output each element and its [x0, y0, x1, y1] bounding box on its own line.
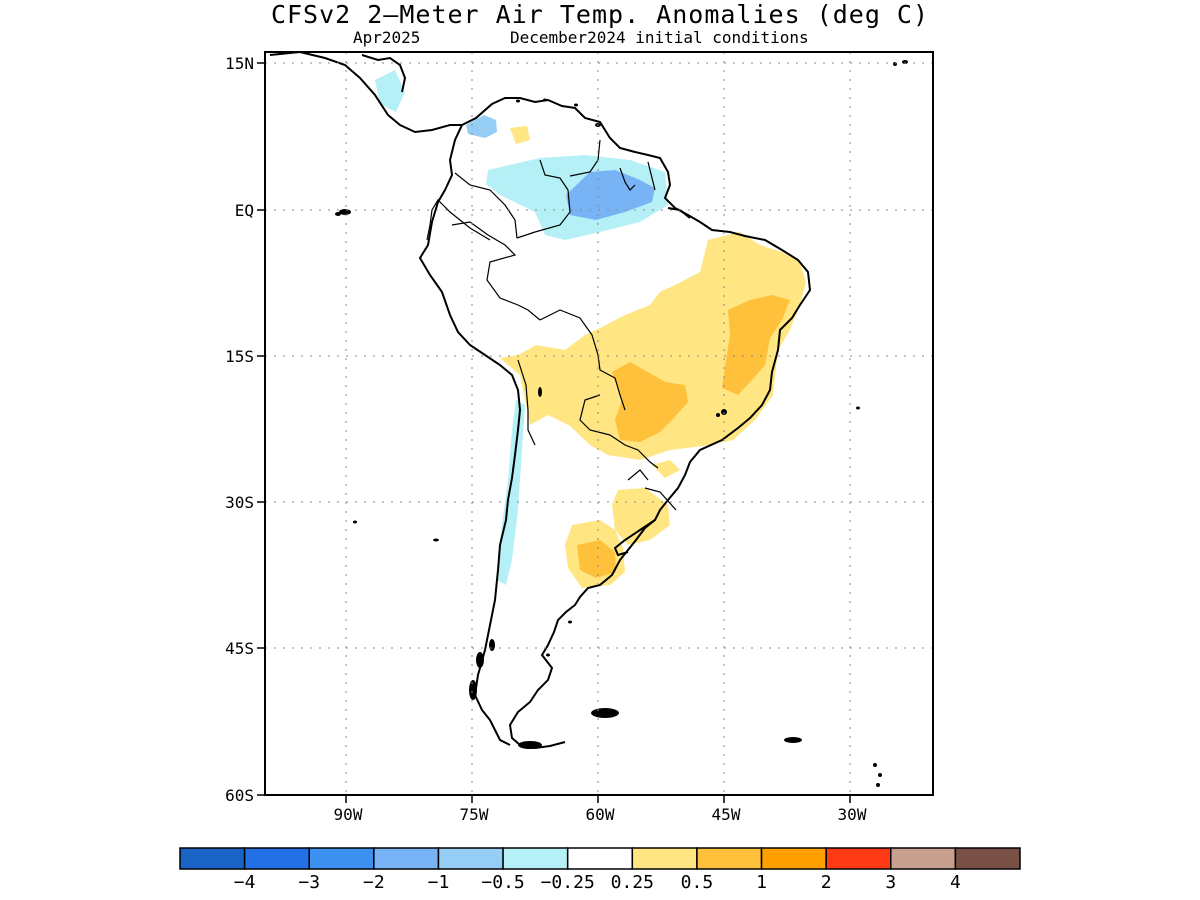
legend-colorbar [179, 847, 1021, 870]
axis-ticks [257, 62, 851, 803]
lat-label-45s: 45S [225, 639, 254, 658]
legend-swatch [179, 847, 246, 870]
legend-label: 2 [821, 872, 832, 893]
legend-labels: −4 −3 −2 −1 −0.5 −0.25 0.25 0.5 1 2 3 4 [234, 872, 961, 893]
legend-label: −3 [298, 872, 320, 893]
legend-swatch [696, 847, 763, 870]
lon-label-60w: 60W [586, 805, 615, 824]
lon-label-45w: 45W [712, 805, 741, 824]
legend-swatch [954, 847, 1021, 870]
map-title: CFSv2 2–Meter Air Temp. Anomalies (deg C… [270, 0, 930, 29]
legend-label: −0.5 [481, 872, 524, 893]
legend-swatch [437, 847, 504, 870]
legend-swatch [890, 847, 957, 870]
forecast-month: Apr2025 [353, 28, 421, 47]
legend-label: 1 [756, 872, 767, 893]
legend-label: −2 [363, 872, 385, 893]
legend-swatch [502, 847, 569, 870]
legend-label: 0.5 [681, 872, 714, 893]
legend-swatch [243, 847, 310, 870]
legend-swatch [373, 847, 440, 870]
legend-label: −1 [428, 872, 450, 893]
lon-label-30w: 30W [838, 805, 867, 824]
legend-swatch [760, 847, 827, 870]
country-borders [426, 139, 677, 511]
legend-label: −0.25 [541, 872, 595, 893]
lon-label-75w: 75W [460, 805, 489, 824]
map-frame [264, 51, 934, 796]
lat-label-eq: EQ [235, 201, 254, 220]
lon-label-90w: 90W [334, 805, 363, 824]
lat-label-15s: 15S [225, 347, 254, 366]
coastlines [269, 52, 812, 750]
map-area [265, 52, 933, 795]
graticule [265, 52, 933, 795]
legend-swatch [308, 847, 375, 870]
lat-label-60s: 60S [225, 786, 254, 805]
legend-swatch [631, 847, 698, 870]
legend-swatch [566, 847, 634, 870]
legend-label: 4 [950, 872, 961, 893]
lat-label-15n: 15N [225, 54, 254, 73]
lat-label-30s: 30S [225, 493, 254, 512]
anomaly-shading [375, 70, 806, 588]
initial-conditions: December2024 initial conditions [510, 28, 809, 47]
legend-label: 3 [885, 872, 896, 893]
legend-label: 0.25 [611, 872, 654, 893]
legend-swatch [825, 847, 892, 870]
legend-label: −4 [234, 872, 256, 893]
